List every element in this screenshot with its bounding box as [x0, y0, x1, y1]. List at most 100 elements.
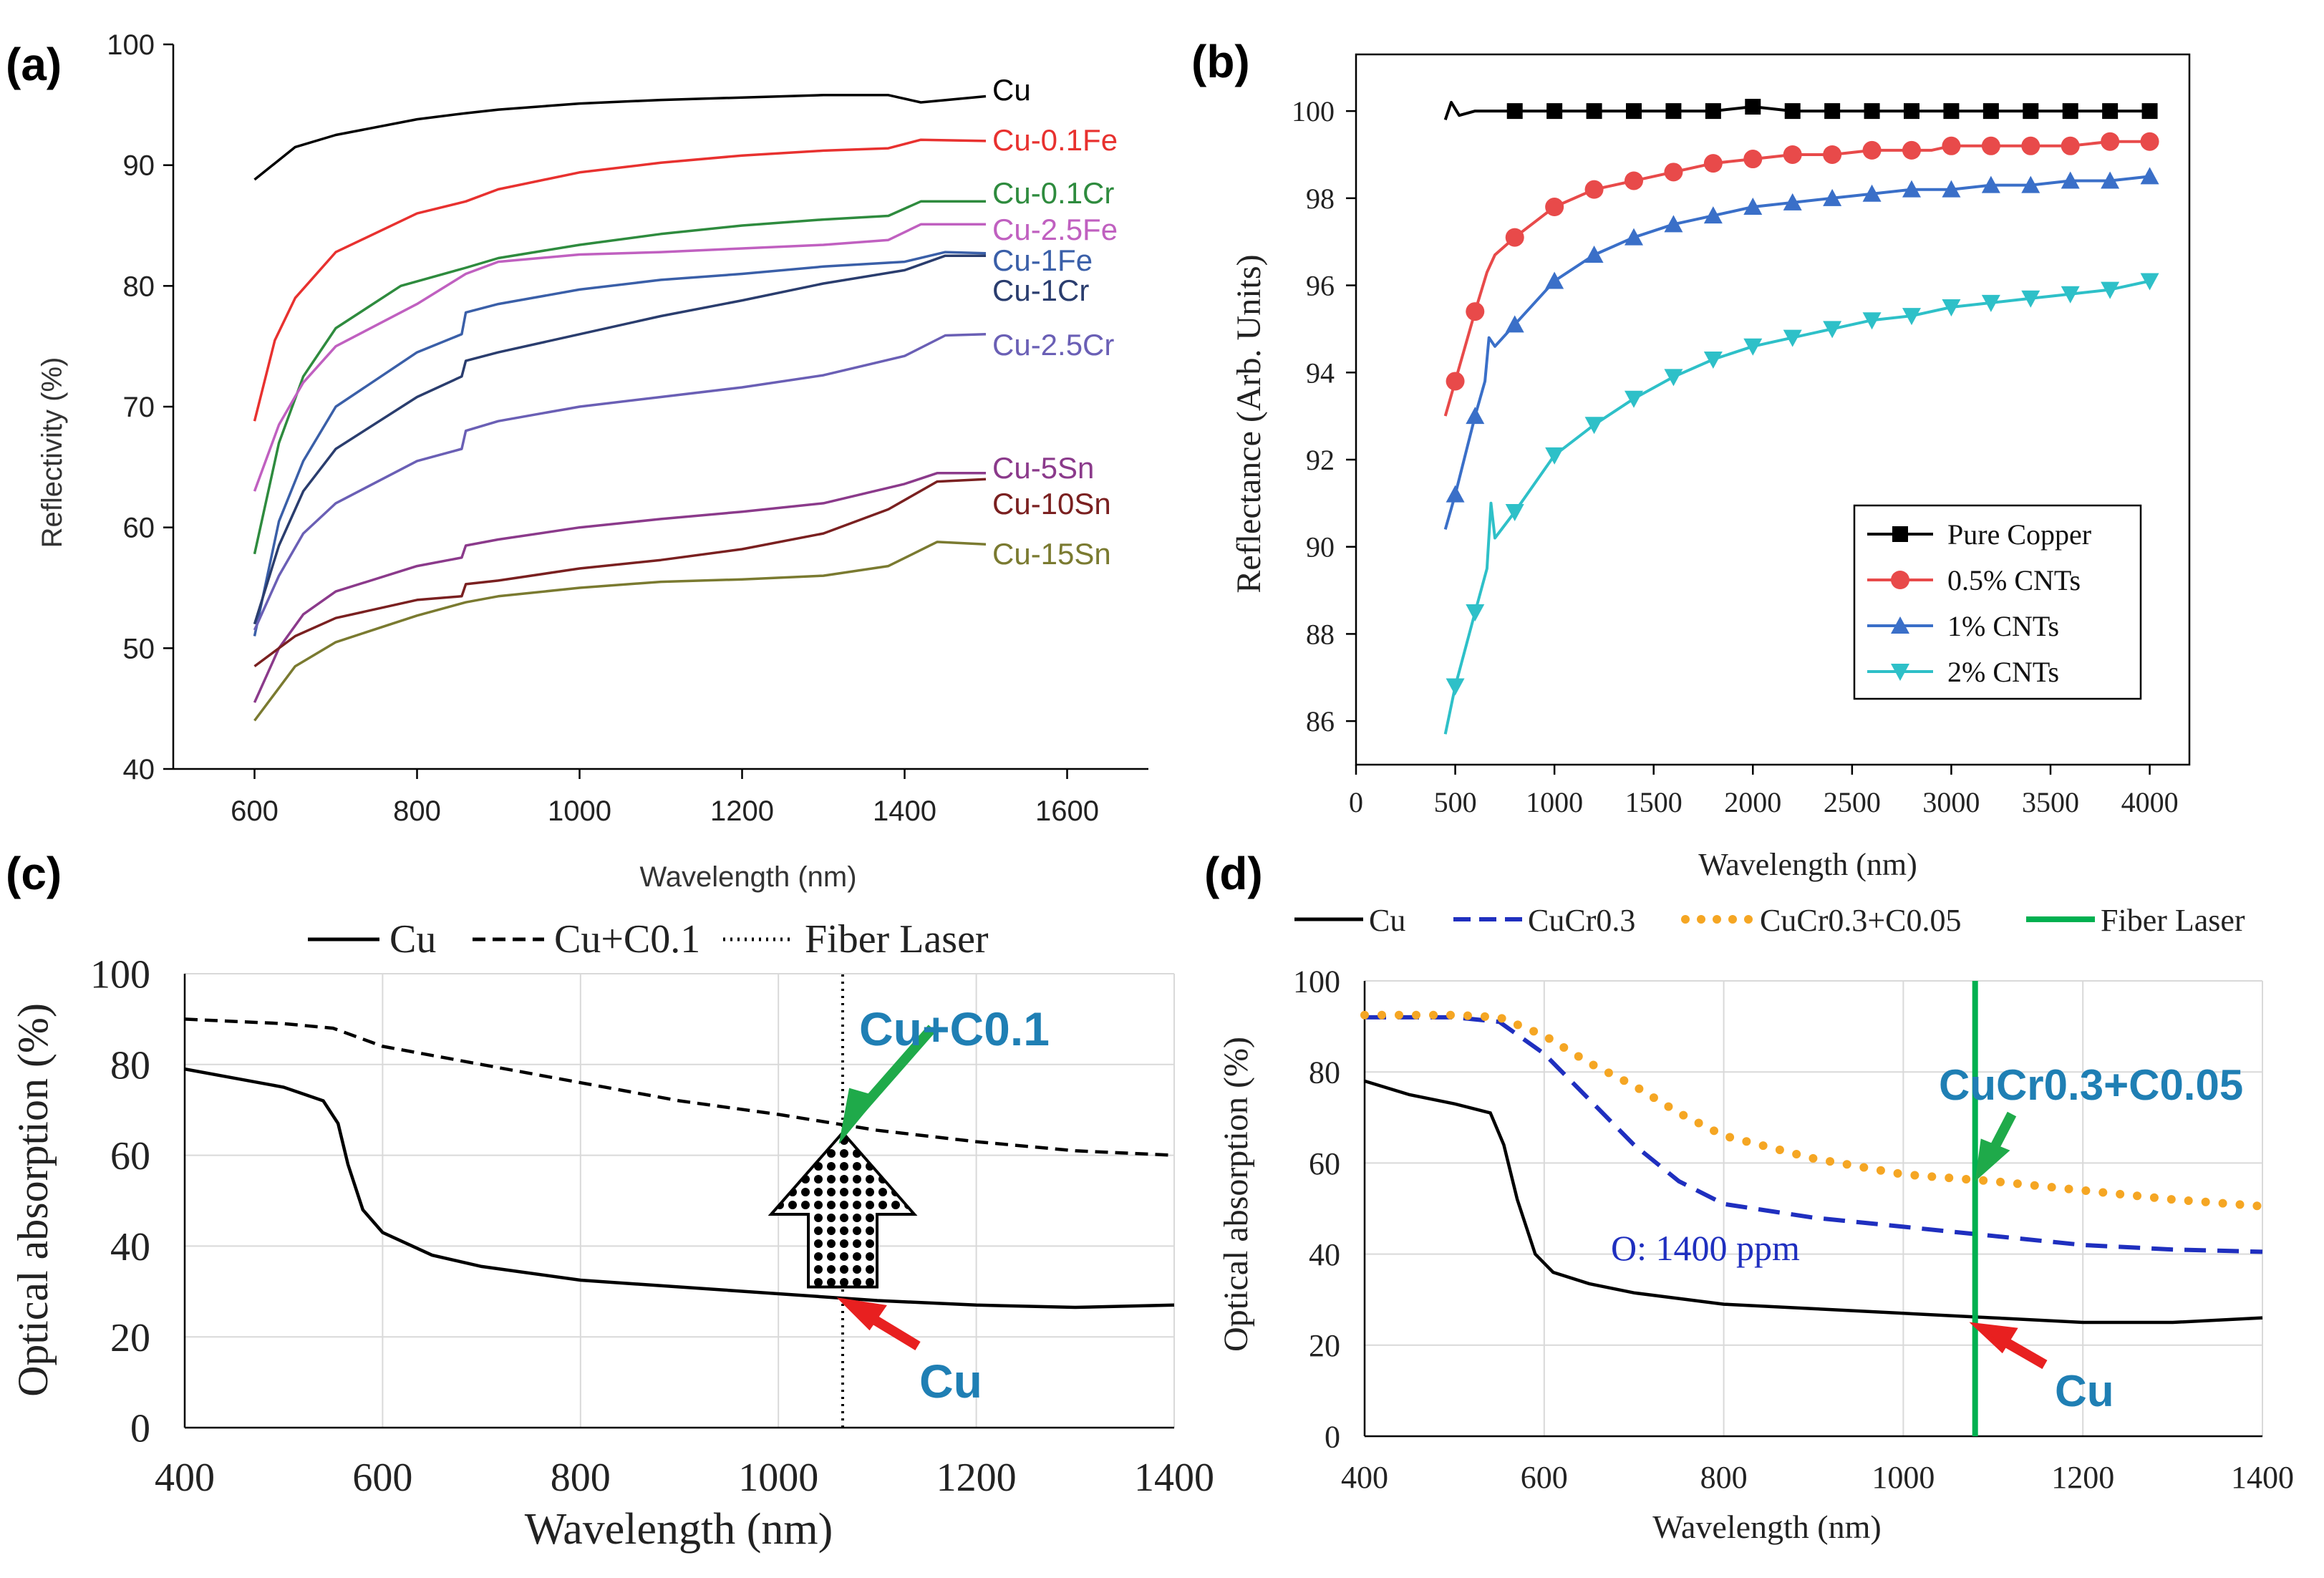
panel-b-ylabel: Reflectance (Arb. Units)	[1230, 254, 1268, 593]
data-point	[1783, 329, 1802, 347]
data-point	[1942, 299, 1961, 316]
y-tick-label: 60	[123, 513, 155, 544]
y-tick-label: 0	[1325, 1419, 1340, 1454]
legend-label: CuCr0.3+C0.05	[1760, 903, 1962, 938]
panel-b-label: (b)	[1191, 36, 1250, 87]
data-point	[2062, 103, 2078, 120]
panel-c-label: (c)	[6, 848, 62, 899]
data-point	[1703, 352, 1723, 369]
data-point	[1584, 180, 1604, 199]
data-point	[2061, 136, 2080, 155]
panel-a-label: (a)	[6, 39, 62, 90]
annotation-cu-c01: Cu+C0.1	[859, 1002, 1050, 1055]
series-label: Cu-2.5Fe	[992, 213, 1118, 246]
data-point	[1703, 206, 1723, 224]
up-arrow-icon	[768, 1130, 918, 1289]
data-point	[1466, 302, 1485, 321]
y-tick-label: 94	[1306, 357, 1335, 389]
data-point	[1625, 390, 1643, 408]
data-point	[1705, 103, 1721, 120]
series-line-cu-1cr	[253, 254, 986, 625]
x-tick-label: 1500	[1625, 786, 1683, 818]
series-line-cu-15sn	[253, 541, 987, 722]
x-tick-label: 1600	[1035, 795, 1099, 827]
series-line-cu-1fe	[253, 251, 987, 636]
legend-label: Cu+C0.1	[554, 917, 700, 962]
green-arrow-icon	[1988, 1111, 2017, 1153]
legend-marker	[1891, 571, 1909, 589]
data-point	[2101, 281, 2120, 299]
data-point	[2140, 273, 2159, 291]
red-arrowhead-icon	[836, 1297, 887, 1331]
x-tick-label: 2500	[1824, 786, 1881, 818]
legend-label: Pure Copper	[1947, 518, 2091, 551]
data-point	[2061, 171, 2080, 189]
data-point	[1902, 140, 1921, 160]
data-point	[1446, 678, 1465, 696]
data-point	[1545, 271, 1564, 289]
data-point	[1745, 99, 1761, 115]
x-tick-label: 1000	[1526, 786, 1583, 818]
data-point	[1862, 312, 1882, 330]
x-tick-label: 800	[1700, 1460, 1748, 1495]
panel-c-xlabel: Wavelength (nm)	[525, 1505, 833, 1554]
x-tick-label: 0	[1349, 786, 1363, 818]
data-point	[1664, 163, 1683, 182]
y-tick-label: 0	[130, 1407, 150, 1451]
series-line-cu	[253, 94, 987, 181]
x-tick-label: 1200	[710, 795, 774, 827]
data-point	[1466, 407, 1485, 425]
x-tick-label: 1200	[2051, 1460, 2114, 1495]
panel-a-xlabel: Wavelength (nm)	[639, 861, 856, 893]
data-point	[1505, 228, 1524, 247]
data-point	[1586, 103, 1602, 120]
legend-label: 2% CNTs	[1947, 656, 2059, 688]
y-tick-label: 80	[110, 1043, 150, 1088]
data-point	[1584, 417, 1604, 435]
x-tick-label: 3000	[1922, 786, 1980, 818]
panel-c: (c) Wavelength (nm) Optical absorption (…	[6, 848, 1214, 1554]
x-tick-label: 600	[231, 795, 279, 827]
series-label: Cu-1Cr	[992, 274, 1089, 307]
data-point	[2021, 290, 2040, 308]
series-label: Cu-2.5Cr	[992, 328, 1114, 362]
data-point	[1942, 136, 1961, 155]
series-line-cu-2-5fe	[253, 223, 986, 492]
data-point	[1546, 103, 1563, 120]
series-label: Cu	[992, 73, 1031, 107]
data-point	[1743, 150, 1763, 169]
series-label: Cu-10Sn	[992, 487, 1111, 521]
annotation-cu: Cu	[2055, 1367, 2114, 1416]
annotation-cu: Cu	[919, 1355, 982, 1408]
data-point	[2102, 103, 2119, 120]
data-point	[1505, 504, 1524, 522]
series-line	[1360, 1010, 2267, 1211]
series-line-cu-0-1fe	[253, 138, 987, 422]
y-tick-label: 80	[1309, 1055, 1340, 1090]
plot-frame	[1355, 53, 2191, 766]
panel-a-ylabel: Reflectivity (%)	[37, 357, 68, 548]
x-tick-label: 800	[393, 795, 441, 827]
y-tick-label: 100	[1292, 95, 1335, 127]
series-label: Cu-0.1Fe	[992, 123, 1118, 157]
data-point	[1783, 145, 1802, 164]
y-tick-label: 50	[123, 633, 155, 664]
annotation-cucr03-c005: CuCr0.3+C0.05	[1939, 1061, 2243, 1109]
y-tick-label: 100	[107, 29, 155, 61]
y-tick-label: 90	[1306, 531, 1335, 563]
data-point	[1823, 188, 1842, 206]
series-line	[184, 1067, 1175, 1310]
y-tick-label: 70	[123, 392, 155, 423]
x-tick-label: 1000	[1872, 1460, 1935, 1495]
data-point	[1625, 228, 1643, 246]
data-point	[1505, 315, 1524, 333]
legend-marker	[1891, 616, 1909, 634]
data-point	[2101, 132, 2120, 151]
data-point	[1506, 103, 1523, 120]
panel-d-ylabel: Optical absorption (%)	[1217, 1037, 1255, 1352]
y-tick-label: 100	[1293, 964, 1340, 999]
data-point	[1466, 604, 1485, 621]
panel-b-xlabel: Wavelength (nm)	[1698, 847, 1917, 882]
data-point	[2061, 286, 2080, 304]
